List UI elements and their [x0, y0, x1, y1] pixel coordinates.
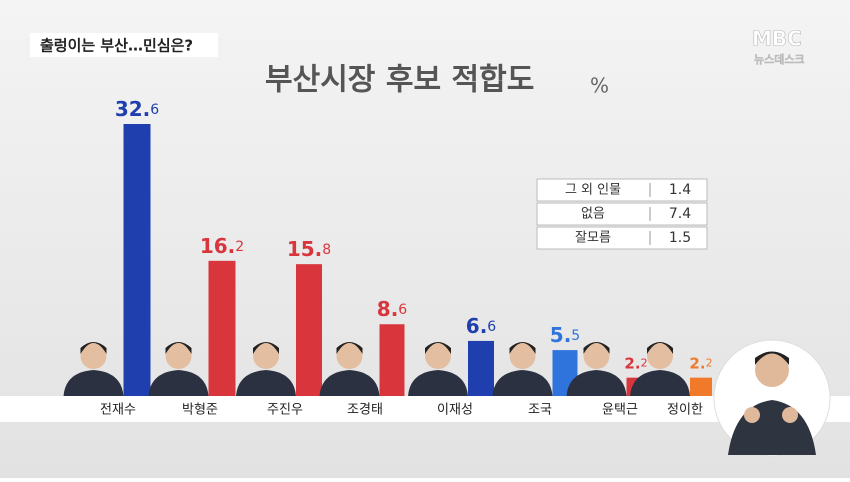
table-label: 잘모름: [575, 231, 611, 246]
candidate-face: [647, 343, 673, 369]
value-label: 2.2: [689, 354, 712, 372]
table-value: 1.5: [669, 230, 691, 246]
value-label: 15.8: [287, 237, 331, 261]
value-label: 32.6: [115, 97, 159, 121]
candidate-name: 조국: [528, 403, 552, 418]
candidate-face: [425, 343, 451, 369]
candidate-hair: [425, 342, 451, 354]
candidate-photo: [408, 370, 468, 396]
candidate-photo: [492, 370, 553, 396]
table-value: 1.4: [669, 182, 691, 198]
candidate-face: [336, 343, 363, 369]
bar: [296, 264, 322, 396]
candidate-photo: [566, 370, 627, 396]
table-row: [536, 202, 708, 226]
value-label: 16.2: [200, 233, 244, 257]
bar: [123, 124, 151, 396]
bar: [208, 260, 236, 396]
logo-brand: MBC: [752, 27, 802, 51]
candidate-photo: [148, 370, 209, 396]
bar: [379, 324, 405, 396]
candidate-face: [583, 343, 610, 369]
candidate-name: 윤택근: [602, 403, 638, 418]
candidate-name: 조경태: [347, 403, 383, 418]
table-row: [536, 226, 708, 250]
candidate-photo: [319, 370, 380, 396]
candidate-hair: [253, 342, 279, 354]
table-row: [536, 178, 708, 202]
candidate-name: 박형준: [182, 403, 218, 418]
candidate-face: [509, 343, 536, 369]
candidate-photo: [630, 370, 690, 396]
table-value: 7.4: [669, 206, 691, 222]
chart-title: 부산시장 후보 적합도: [265, 63, 534, 98]
value-label: 5.5: [550, 323, 580, 347]
candidate-hair: [80, 342, 107, 354]
candidate-hair: [647, 342, 673, 354]
candidate-face: [253, 343, 279, 369]
table-label: 그 외 인물: [565, 183, 621, 198]
name-strip: [0, 396, 850, 422]
candidate-hair: [336, 342, 363, 354]
candidate-name: 이재성: [437, 403, 473, 418]
caption: 출렁이는 부산…민심은?: [40, 37, 193, 55]
value-label: 6.6: [466, 313, 497, 337]
candidate-hair: [509, 342, 536, 354]
bar: [468, 340, 494, 396]
interpreter: [713, 339, 831, 457]
candidate-hair: [583, 342, 610, 354]
candidate-name: 정이한: [667, 403, 703, 418]
value-label: 2.2: [624, 354, 647, 372]
candidate-photo: [236, 370, 296, 396]
candidate-photo: [63, 370, 124, 396]
candidate-hair: [165, 342, 192, 354]
unit: %: [590, 74, 609, 98]
candidate-name: 주진우: [267, 403, 303, 418]
caption-box: [30, 33, 218, 57]
logo-program: 뉴스데스크: [754, 52, 805, 66]
candidate-face: [165, 343, 192, 369]
bar: [690, 377, 712, 396]
candidate-name: 전재수: [100, 403, 136, 418]
candidate-face: [80, 343, 107, 369]
value-label: 8.6: [377, 297, 408, 321]
table-label: 없음: [581, 207, 605, 222]
